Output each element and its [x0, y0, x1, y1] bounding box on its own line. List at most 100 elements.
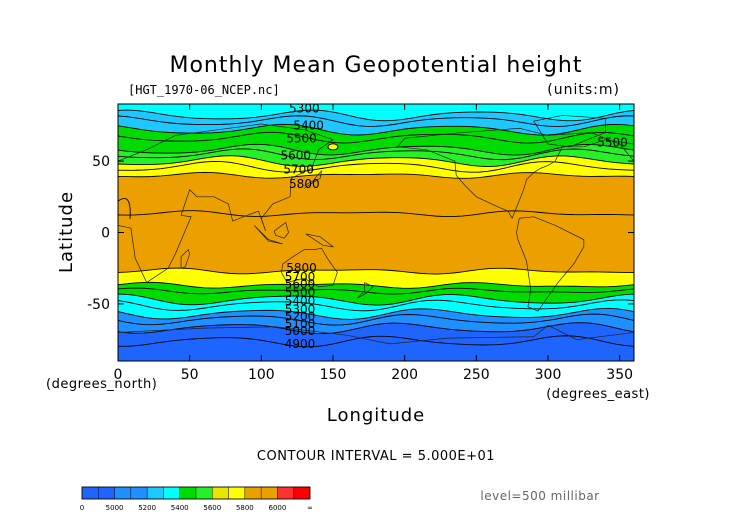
contour-line [118, 210, 634, 218]
coastline [273, 221, 289, 239]
colorbar-tick-labels: 0 5000 5200 5400 5600 5800 6000 ∞ [80, 504, 313, 512]
coastline [253, 225, 283, 245]
x-tick-label: 350 [606, 367, 633, 383]
coastline [357, 282, 374, 299]
contour-line [118, 287, 634, 295]
coastline [180, 248, 191, 269]
contour-label: 5400 [285, 294, 316, 308]
contour-line [118, 143, 634, 156]
contour-label: 5100 [285, 317, 316, 331]
colorbar-tick-label: ∞ [307, 504, 313, 512]
contour-label: 5000 [285, 324, 316, 338]
colorbar-cell [195, 486, 213, 500]
x-axis-ticks: 0 50 100 150 200 250 300 350 [114, 104, 633, 383]
field-band [118, 322, 634, 361]
colorbar-tick-label: 6000 [269, 504, 287, 512]
contour-line [118, 160, 634, 173]
coastline [118, 123, 334, 283]
x-tick-label: 250 [463, 367, 490, 383]
y-axis-label: Latitude [56, 191, 77, 273]
filled-contour-field [118, 104, 634, 361]
colorbar-cell [212, 486, 229, 500]
field-band [118, 104, 634, 121]
colorbar-cell [277, 486, 294, 500]
contour-line [118, 171, 634, 179]
contour-line [118, 299, 634, 312]
colorbar-cell [244, 486, 262, 500]
y-tick-label: -50 [87, 297, 110, 313]
colorbar-cell [130, 486, 148, 500]
contour-line [118, 109, 634, 122]
contour-label: 5600 [285, 277, 316, 291]
coastline [304, 170, 323, 189]
field-band [118, 155, 634, 179]
contour-label: 5500 [597, 136, 628, 150]
contour-label: 5800 [286, 261, 317, 275]
colorbar-cell [163, 486, 180, 500]
field-band [118, 172, 634, 275]
colorbar-cell [228, 486, 246, 500]
y-tick-label: 0 [101, 226, 110, 242]
units-label: (units:m) [547, 82, 620, 98]
y-axis-ticks: -50 0 50 [87, 154, 634, 313]
colorbar-tick-label: 0 [80, 504, 84, 512]
colorbar-cell [293, 486, 311, 500]
contour-line [118, 293, 634, 306]
coastline [396, 127, 634, 220]
coastlines [118, 115, 634, 345]
colorbar [81, 486, 311, 500]
colorbar-cell [179, 486, 197, 500]
coastline [118, 324, 634, 345]
field-band [118, 294, 634, 320]
contour-label: 5300 [285, 303, 316, 317]
x-axis-label: Longitude [327, 405, 426, 426]
contour-line [118, 131, 634, 144]
contour-line [118, 322, 634, 335]
contour-label: 5700 [283, 163, 314, 177]
contour-line [118, 281, 634, 289]
contour-line [118, 148, 634, 161]
x-tick-label: 150 [320, 367, 347, 383]
colorbar-cell [260, 486, 278, 500]
x-tick-label: 100 [248, 367, 275, 383]
contour-lines [118, 109, 634, 348]
contour-label: 5800 [289, 177, 320, 191]
colorbar-cell [114, 486, 132, 500]
level-text: level=500 millibar [480, 489, 599, 503]
coastline [281, 247, 338, 288]
coastline [533, 115, 606, 148]
colorbar-cell [81, 486, 99, 500]
closed-contour [327, 143, 339, 151]
coastline [305, 233, 335, 248]
contour-line [118, 267, 634, 275]
contour-label: 5600 [280, 148, 311, 162]
contour-line [118, 335, 634, 348]
contour-label: 5300 [289, 101, 320, 115]
colorbar-tick-label: 5600 [203, 504, 221, 512]
colorbar-tick-label: 5400 [171, 504, 189, 512]
coastline [516, 216, 585, 312]
x-tick-label: 200 [391, 367, 418, 383]
x-unit-label: (degrees_east) [546, 387, 650, 402]
contour-interval-text: CONTOUR INTERVAL = 5.000E+01 [257, 449, 495, 464]
contour-line [118, 123, 634, 136]
colorbar-frame [81, 486, 311, 500]
contour-label: 5500 [285, 285, 316, 299]
colorbar-tick-label: 5200 [138, 504, 156, 512]
field-band [118, 268, 634, 289]
contour-line [118, 313, 634, 326]
y-tick-label: 50 [92, 154, 110, 170]
x-tick-label: 0 [114, 367, 123, 383]
contour-line [118, 307, 634, 320]
contour-label: 5200 [285, 310, 316, 324]
y-unit-label: (degrees_north) [46, 377, 157, 392]
contour-label: 4900 [285, 337, 316, 351]
contour-label: 5400 [293, 118, 324, 132]
contour-label: 5500 [286, 131, 317, 145]
colorbar-tick-label: 5800 [236, 504, 254, 512]
colorbar-cell [98, 486, 115, 500]
colorbar-cell [146, 486, 164, 500]
